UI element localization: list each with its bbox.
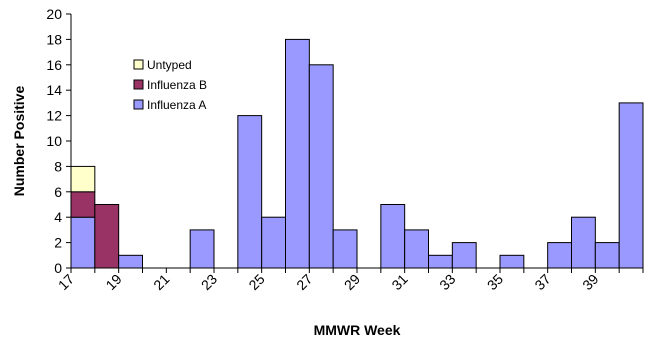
bar-influenza-a-week-39 [594,242,620,269]
bar-influenza-a-week-27 [308,64,334,269]
bar-influenza-a-week-17 [70,216,96,269]
bars [70,38,644,269]
y-tick-label-14: 14 [46,82,62,98]
y-tick-label-12: 12 [46,108,62,124]
bar-influenza-a-week-33 [451,242,477,269]
bar-influenza-b-week-18 [94,204,120,269]
x-ticks: 17 19 21 23 25 27 29 31 33 35 37 39 [55,268,644,293]
bar-influenza-a-week-40 [618,102,644,269]
bar-influenza-a-week-28 [332,229,358,269]
x-tick-label-31: 31 [388,271,410,293]
legend: Untyped Influenza B Influenza A [133,58,207,112]
bar-influenza-a-week-37 [547,242,573,269]
bar-influenza-a-week-30 [380,204,406,269]
y-tick-label-18: 18 [46,31,62,47]
bar-untyped-week-17 [70,165,96,193]
x-tick-label-33: 33 [436,271,458,293]
y-tick-label-20: 20 [46,6,62,22]
y-tick-label-6: 6 [54,184,62,200]
x-tick-label-39: 39 [579,271,601,293]
legend-label-influenza-b: Influenza B [147,78,207,92]
bar-influenza-a-week-19 [118,254,143,269]
y-tick-label-16: 16 [46,57,62,73]
legend-label-influenza-a: Influenza A [147,98,206,112]
x-axis-title: MMWR Week [314,322,401,338]
bar-influenza-a-week-26 [285,38,310,269]
bar-influenza-a-week-35 [499,254,525,269]
bar-influenza-a-week-32 [428,254,453,269]
x-tick-label-21: 21 [150,271,172,293]
x-tick-label-37: 37 [531,271,553,293]
x-tick-label-27: 27 [293,271,315,293]
y-tick-label-4: 4 [54,209,62,225]
x-tick-label-23: 23 [198,271,220,293]
y-tick-label-8: 8 [54,158,62,174]
x-tick-label-19: 19 [102,271,124,293]
y-axis-title: Number Positive [11,86,27,197]
x-tick-label-35: 35 [484,271,506,293]
legend-swatch-influenza-a [133,99,144,110]
bar-influenza-a-week-22 [189,229,215,269]
bar-influenza-a-week-25 [261,216,286,269]
y-tick-label-2: 2 [54,235,62,251]
legend-label-untyped: Untyped [147,58,192,72]
bar-influenza-a-week-24 [237,115,263,269]
bar-influenza-a-week-38 [571,216,596,269]
y-ticks: 0 2 4 6 8 10 12 14 16 18 20 [46,6,71,276]
y-tick-label-0: 0 [54,260,62,276]
legend-swatch-influenza-b [133,79,144,90]
x-tick-label-25: 25 [245,271,267,293]
bar-influenza-a-week-31 [404,229,429,269]
x-tick-label-29: 29 [341,271,363,293]
bar-influenza-b-week-17 [70,191,96,218]
y-tick-label-10: 10 [46,133,62,149]
legend-swatch-untyped [133,59,144,70]
